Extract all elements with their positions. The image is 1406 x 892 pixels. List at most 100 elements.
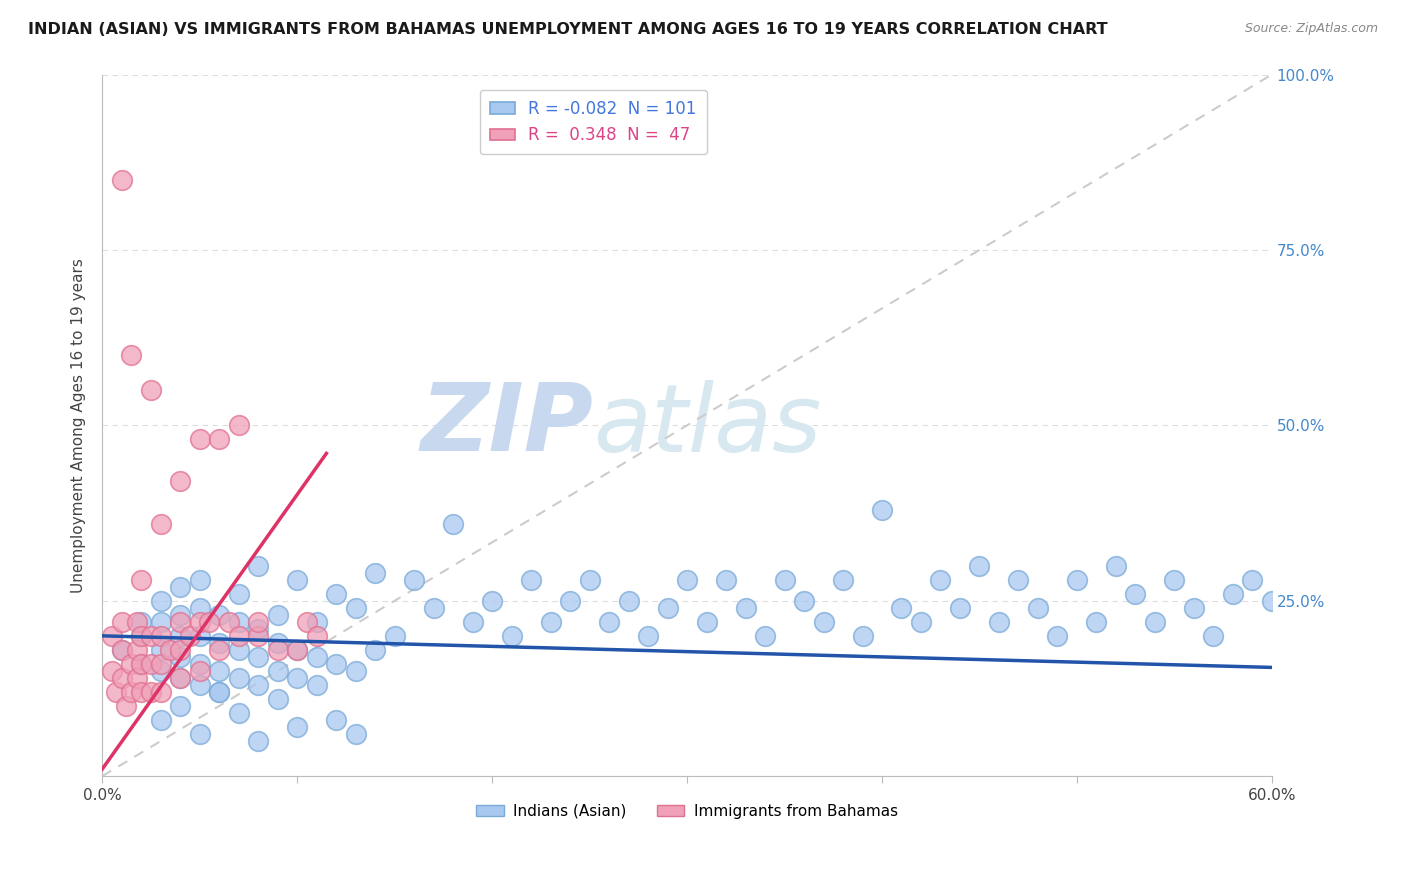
Point <box>384 629 406 643</box>
Point <box>247 615 270 629</box>
Point <box>851 629 873 643</box>
Point <box>773 573 796 587</box>
Legend: Indians (Asian), Immigrants from Bahamas: Indians (Asian), Immigrants from Bahamas <box>470 797 904 825</box>
Point <box>188 629 211 643</box>
Point <box>1222 587 1244 601</box>
Point <box>169 475 191 489</box>
Point <box>139 685 162 699</box>
Point <box>325 713 347 727</box>
Point <box>558 593 581 607</box>
Point <box>295 615 318 629</box>
Point <box>1066 573 1088 587</box>
Point <box>364 566 387 580</box>
Point <box>1143 615 1166 629</box>
Text: atlas: atlas <box>593 380 821 471</box>
Point <box>247 678 270 692</box>
Point <box>734 600 756 615</box>
Point <box>188 678 211 692</box>
Point <box>169 615 191 629</box>
Point <box>127 615 149 629</box>
Point <box>1202 629 1225 643</box>
Point <box>149 664 172 678</box>
Point <box>228 629 250 643</box>
Point <box>305 678 328 692</box>
Point <box>169 671 191 685</box>
Point <box>228 671 250 685</box>
Point <box>1105 558 1128 573</box>
Point <box>247 649 270 664</box>
Point <box>188 727 211 741</box>
Point <box>1163 573 1185 587</box>
Point <box>578 573 600 587</box>
Point <box>111 643 134 657</box>
Point <box>114 698 136 713</box>
Point <box>676 573 699 587</box>
Point <box>1182 600 1205 615</box>
Point <box>139 384 162 398</box>
Point <box>101 664 124 678</box>
Point <box>1046 629 1069 643</box>
Point <box>104 685 127 699</box>
Point <box>188 615 211 629</box>
Point <box>441 516 464 531</box>
Point <box>1085 615 1108 629</box>
Point <box>1125 587 1147 601</box>
Point <box>325 657 347 671</box>
Point <box>129 657 152 671</box>
Point <box>266 636 288 650</box>
Point <box>617 593 640 607</box>
Point <box>139 629 162 643</box>
Point <box>159 643 181 657</box>
Point <box>520 573 543 587</box>
Point <box>364 643 387 657</box>
Point <box>266 643 288 657</box>
Point <box>266 607 288 622</box>
Point <box>188 664 211 678</box>
Point <box>285 643 308 657</box>
Point <box>169 629 191 643</box>
Point <box>127 643 149 657</box>
Point <box>208 636 231 650</box>
Point <box>169 643 191 657</box>
Point <box>247 558 270 573</box>
Point <box>890 600 912 615</box>
Point <box>208 685 231 699</box>
Point <box>637 629 659 643</box>
Point <box>149 643 172 657</box>
Point <box>696 615 718 629</box>
Point <box>344 600 367 615</box>
Point <box>228 643 250 657</box>
Text: INDIAN (ASIAN) VS IMMIGRANTS FROM BAHAMAS UNEMPLOYMENT AMONG AGES 16 TO 19 YEARS: INDIAN (ASIAN) VS IMMIGRANTS FROM BAHAMA… <box>28 22 1108 37</box>
Point <box>305 615 328 629</box>
Point <box>285 573 308 587</box>
Point <box>247 629 270 643</box>
Point <box>149 629 172 643</box>
Point <box>1241 573 1264 587</box>
Point <box>344 664 367 678</box>
Point <box>208 685 231 699</box>
Point <box>218 615 240 629</box>
Point <box>929 573 952 587</box>
Point <box>910 615 932 629</box>
Point <box>285 720 308 734</box>
Point <box>481 593 503 607</box>
Point <box>247 622 270 636</box>
Point <box>1007 573 1029 587</box>
Point <box>120 348 142 362</box>
Point <box>657 600 679 615</box>
Point <box>1026 600 1049 615</box>
Point <box>111 173 134 187</box>
Point <box>169 698 191 713</box>
Point <box>120 685 142 699</box>
Point <box>129 629 152 643</box>
Point <box>188 573 211 587</box>
Point <box>1261 593 1284 607</box>
Point <box>139 657 162 671</box>
Point <box>813 615 835 629</box>
Text: ZIP: ZIP <box>420 379 593 471</box>
Point <box>169 671 191 685</box>
Point <box>169 649 191 664</box>
Point <box>129 573 152 587</box>
Point <box>149 615 172 629</box>
Point <box>188 657 211 671</box>
